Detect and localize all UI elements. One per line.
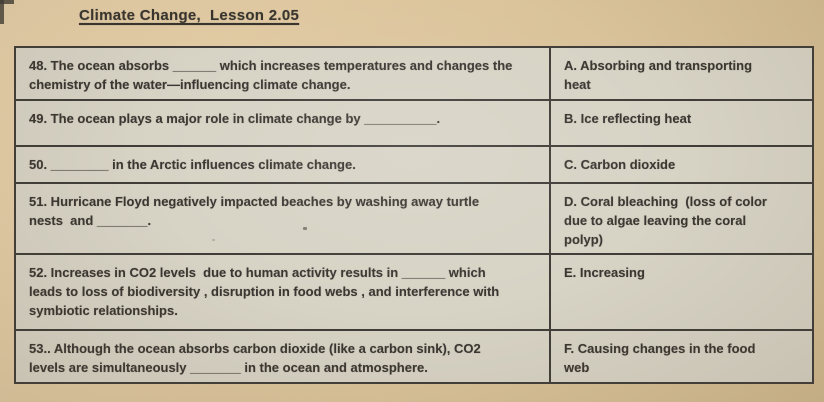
question-cell: 50. ________ in the Arctic influences cl… (14, 145, 551, 184)
answer-cell: E. Increasing (549, 253, 814, 331)
photo-edge-mark (0, 0, 14, 4)
question-cell: 52. Increases in CO2 levels due to human… (14, 253, 551, 331)
question-cell: 49. The ocean plays a major role in clim… (14, 99, 551, 147)
photo-speck (212, 239, 215, 241)
table-row: 49. The ocean plays a major role in clim… (14, 99, 814, 147)
table-row: 51. Hurricane Floyd negatively impacted … (14, 182, 814, 255)
page-title: Climate Change, Lesson 2.05 (79, 7, 300, 24)
answer-cell: F. Causing changes in the food web (549, 329, 814, 384)
question-cell: 48. The ocean absorbs ______ which incre… (14, 46, 551, 101)
worksheet-table: 48. The ocean absorbs ______ which incre… (14, 46, 814, 384)
photo-speck (303, 227, 307, 230)
table-row: 53.. Although the ocean absorbs carbon d… (14, 329, 814, 384)
table-row: 48. The ocean absorbs ______ which incre… (14, 46, 814, 101)
photo-edge-mark (0, 0, 4, 24)
answer-cell: C. Carbon dioxide (549, 145, 814, 184)
table-row: 50. ________ in the Arctic influences cl… (14, 145, 814, 184)
answer-cell: D. Coral bleaching (loss of color due to… (549, 182, 814, 255)
answer-cell: B. Ice reflecting heat (549, 99, 814, 147)
question-cell: 53.. Although the ocean absorbs carbon d… (14, 329, 551, 384)
answer-cell: A. Absorbing and transporting heat (549, 46, 814, 101)
table-row: 52. Increases in CO2 levels due to human… (14, 253, 814, 331)
question-cell: 51. Hurricane Floyd negatively impacted … (14, 182, 551, 255)
